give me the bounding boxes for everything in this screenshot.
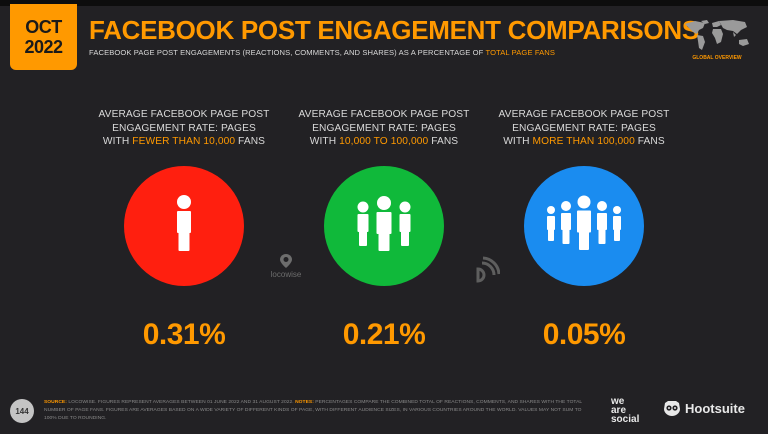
- source-label: SOURCE:: [44, 400, 67, 405]
- locowise-logo: locowise: [265, 253, 307, 283]
- date-year: 2022: [24, 37, 63, 57]
- subtitle-highlight: TOTAL PAGE FANS: [485, 48, 556, 57]
- caption-line: FANS: [634, 136, 665, 147]
- caption-highlight: FEWER THAN 10,000: [132, 136, 236, 147]
- hootsuite-wordmark: Hootsuite: [685, 400, 745, 416]
- caption-line: WITH: [309, 136, 340, 147]
- subtitle-text: FACEBOOK PAGE POST ENGAGEMENTS (REACTION…: [89, 48, 486, 57]
- three-people-icon: [357, 196, 411, 251]
- stat-column-medium-pages: AVERAGE FACEBOOK PAGE POST ENGAGEMENT RA…: [284, 108, 484, 352]
- caption-highlight: 10,000 TO 100,000: [339, 136, 429, 147]
- caption-line: AVERAGE FACEBOOK PAGE POST: [98, 109, 270, 120]
- stat-caption: AVERAGE FACEBOOK PAGE POST ENGAGEMENT RA…: [299, 108, 470, 152]
- blue-circle: [524, 166, 644, 286]
- page-subtitle: FACEBOOK PAGE POST ENGAGEMENTS (REACTION…: [89, 48, 555, 57]
- caption-highlight: MORE THAN 100,000: [532, 136, 635, 147]
- owl-icon: [664, 401, 680, 416]
- caption-line: ENGAGEMENT RATE: PAGES: [312, 122, 456, 134]
- brand-line: social: [611, 414, 640, 425]
- caption-line: AVERAGE FACEBOOK PAGE POST: [298, 109, 470, 120]
- caption-line: AVERAGE FACEBOOK PAGE POST: [498, 109, 670, 120]
- stat-caption: AVERAGE FACEBOOK PAGE POST ENGAGEMENT RA…: [99, 108, 270, 152]
- page-title: FACEBOOK POST ENGAGEMENT COMPARISONS: [89, 15, 699, 45]
- broadcast-logo-icon: [476, 256, 500, 283]
- stat-column-small-pages: AVERAGE FACEBOOK PAGE POST ENGAGEMENT RA…: [84, 108, 284, 352]
- green-circle: [324, 166, 444, 286]
- stat-value: 0.21%: [342, 318, 426, 351]
- page-number: 144: [10, 399, 34, 423]
- world-map-icon: [685, 20, 749, 50]
- brand-line: are: [611, 405, 627, 416]
- stat-value: 0.05%: [542, 318, 626, 351]
- hootsuite-logo: Hootsuite: [662, 399, 745, 417]
- stat-column-large-pages: AVERAGE FACEBOOK PAGE POST ENGAGEMENT RA…: [484, 108, 684, 352]
- we-are-social-logo: we are social: [611, 396, 640, 425]
- caption-line: WITH: [102, 136, 133, 147]
- location-pin-icon: [280, 254, 292, 268]
- date-month: OCT: [25, 17, 62, 37]
- notes-label: NOTES:: [295, 400, 314, 405]
- source-text: LOCOWISE. FIGURES REPRESENT AVERAGES BET…: [66, 400, 296, 405]
- red-circle: [124, 166, 244, 286]
- date-badge: OCT 2022: [10, 4, 77, 70]
- footnote: SOURCE: LOCOWISE. FIGURES REPRESENT AVER…: [44, 399, 589, 423]
- caption-line: WITH: [503, 136, 533, 147]
- brand-line: we: [611, 396, 625, 407]
- top-border: [0, 0, 768, 6]
- stat-caption: AVERAGE FACEBOOK PAGE POST ENGAGEMENT RA…: [499, 108, 670, 152]
- single-person-icon: [177, 195, 191, 251]
- global-overview-badge: GLOBAL OVERVIEW: [678, 18, 756, 68]
- caption-line: ENGAGEMENT RATE: PAGES: [512, 122, 656, 134]
- caption-line: ENGAGEMENT RATE: PAGES: [112, 122, 256, 134]
- locowise-wordmark: locowise: [270, 270, 302, 279]
- section-label: GLOBAL OVERVIEW: [692, 55, 742, 61]
- notes-text: PERCENTAGES COMPARE THE COMBINED TOTAL O…: [44, 400, 582, 421]
- caption-line: FANS: [428, 136, 459, 147]
- stat-value: 0.31%: [142, 318, 226, 351]
- caption-line: FANS: [235, 136, 266, 147]
- five-people-icon: [547, 195, 621, 250]
